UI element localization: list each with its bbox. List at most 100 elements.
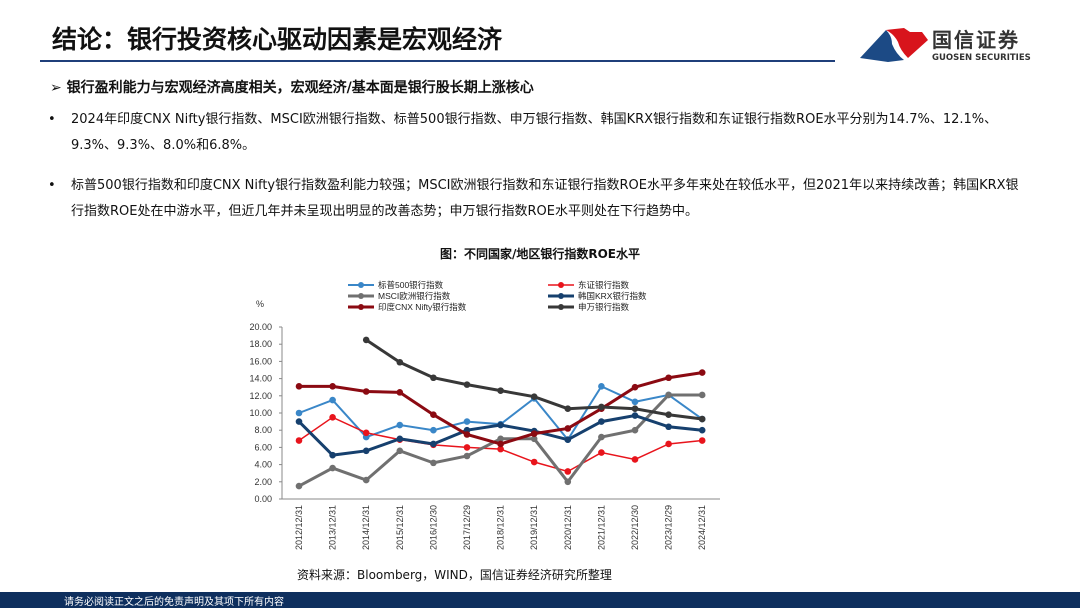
y-tick-label: 18.00 (249, 339, 272, 349)
data-point (463, 418, 471, 425)
y-tick-label: 0.00 (254, 494, 272, 504)
x-tick-label: 2021/12/31 (596, 505, 606, 550)
data-point (497, 445, 504, 453)
data-point (497, 435, 504, 443)
y-tick-label: 16.00 (249, 356, 272, 366)
bullet-item: • 2024年印度CNX Nifty银行指数、MSCI欧洲银行指数、标普500银行… (48, 107, 1031, 159)
data-point (362, 429, 370, 437)
title-divider (40, 60, 835, 62)
legend-marker (358, 293, 364, 299)
x-tick-label: 2017/12/29 (462, 505, 472, 550)
bullet-text: 标普500银行指数和印度CNX Nifty银行指数盈利能力较强；MSCI欧洲银行… (71, 178, 1019, 219)
series-line (298, 385, 703, 442)
series-line (299, 371, 703, 446)
data-point (430, 374, 437, 382)
bullet-icon: • (48, 178, 56, 193)
x-tick-label: 2019/12/31 (529, 505, 539, 550)
x-tick-label: 2014/12/31 (361, 505, 371, 550)
y-tick-label: 8.00 (254, 425, 272, 435)
data-point (631, 383, 639, 391)
legend-label: 申万银行指数 (578, 302, 630, 312)
y-tick-label: 4.00 (254, 460, 272, 470)
data-point (463, 381, 471, 388)
section-subtitle: ➢ 银行盈利能力与宏观经济高度相关，宏观经济/基本面是银行股长期上涨核心 (50, 80, 534, 96)
y-tick-label: 12.00 (249, 391, 272, 401)
source-note: 资料来源：Bloomberg，WIND，国信证券经济研究所整理 (297, 568, 612, 582)
guosen-logo-icon (860, 28, 928, 62)
disclaimer-text: 请务必阅读正文之后的免责声明及其项下所有内容 (64, 597, 284, 608)
data-point (564, 405, 572, 413)
legend-label: 印度CNX Nifty银行指数 (378, 302, 467, 312)
x-tick-label: 2024/12/31 (697, 505, 707, 550)
data-point (295, 418, 303, 425)
data-point (396, 389, 404, 396)
data-point (430, 426, 437, 434)
bullet-text: 2024年印度CNX Nifty银行指数、MSCI欧洲银行指数、标普500银行指… (71, 112, 998, 153)
y-tick-label: 6.00 (254, 442, 272, 452)
data-point (530, 458, 538, 466)
data-point (564, 478, 572, 486)
legend-label: 韩国KRX银行指数 (578, 291, 647, 301)
logo-text-cn: 国信证券 (932, 28, 1020, 52)
x-tick-label: 2023/12/29 (664, 505, 674, 550)
data-point (362, 388, 370, 395)
y-axis-label: % (256, 299, 264, 309)
data-point (396, 447, 404, 455)
data-point (362, 336, 370, 344)
x-tick-label: 2013/12/31 (328, 505, 338, 550)
data-point (631, 405, 639, 413)
bullet-icon: • (48, 112, 56, 127)
y-tick-label: 10.00 (249, 408, 272, 418)
legend-label: MSCI欧洲银行指数 (378, 291, 451, 301)
data-point (396, 435, 404, 443)
y-tick-label: 20.00 (249, 322, 272, 332)
data-point (295, 482, 303, 490)
legend-marker (558, 282, 564, 288)
data-point (295, 409, 303, 417)
data-point (598, 383, 605, 390)
data-point (665, 374, 672, 382)
data-point (329, 383, 336, 390)
data-point (598, 403, 605, 411)
data-point (463, 444, 471, 451)
data-point (564, 436, 572, 443)
x-tick-label: 2020/12/31 (563, 505, 573, 550)
data-point (329, 464, 336, 472)
legend-marker (558, 304, 564, 310)
data-point (530, 393, 538, 400)
data-point (665, 423, 672, 431)
data-point (430, 459, 437, 467)
data-point (631, 426, 639, 434)
data-point (497, 440, 504, 448)
legend-marker (358, 304, 364, 310)
data-point (665, 411, 672, 419)
legend-label: 东证银行指数 (578, 280, 630, 290)
data-point (564, 425, 572, 432)
x-tick-label: 2018/12/31 (496, 505, 506, 550)
y-tick-label: 14.00 (249, 374, 272, 384)
x-tick-label: 2015/12/31 (395, 505, 405, 550)
data-point (631, 398, 639, 406)
data-point (530, 435, 538, 443)
y-tick-label: 2.00 (254, 477, 272, 487)
data-point (665, 391, 672, 399)
data-point (362, 447, 370, 455)
data-point (497, 421, 504, 429)
x-tick-label: 2016/12/30 (428, 505, 438, 550)
data-point (463, 431, 471, 438)
legend-label: 标普500银行指数 (378, 280, 444, 290)
data-point (598, 449, 605, 456)
data-point (497, 387, 504, 394)
page-title: 结论：银行投资核心驱动因素是宏观经济 (52, 25, 503, 54)
data-point (698, 415, 706, 423)
legend-marker (558, 293, 564, 299)
data-point (698, 426, 706, 434)
logo-text-en: GUOSEN SECURITIES (932, 53, 1031, 63)
series-line (365, 338, 703, 421)
data-point (329, 396, 336, 404)
chart-title: 图：不同国家/地区银行指数ROE水平 (439, 247, 641, 261)
data-point (295, 383, 303, 390)
data-point (530, 430, 538, 437)
data-point (362, 476, 370, 484)
